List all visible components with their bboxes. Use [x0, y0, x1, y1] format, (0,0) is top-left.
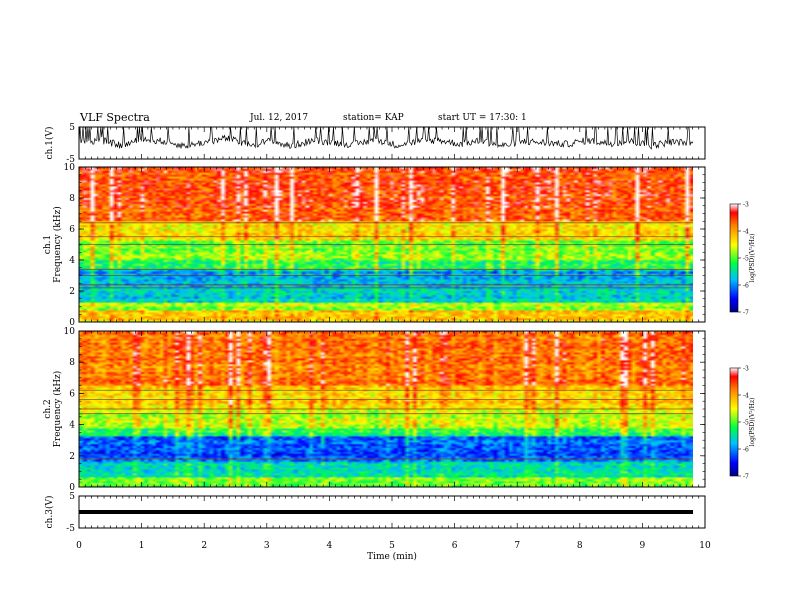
- y-tick-label: 4: [69, 421, 75, 431]
- y-axis-label: Frequency (kHz): [52, 206, 63, 283]
- x-tick-label: 4: [327, 541, 333, 551]
- colorbar-tick-label: -3: [743, 202, 749, 209]
- colorbar-tick-label: -6: [743, 447, 749, 454]
- x-tick-label: 3: [264, 541, 270, 551]
- y-axis-label: ch.2: [43, 399, 53, 418]
- colorbar-tick-label: -4: [743, 229, 749, 236]
- colorbar-tick-label: -3: [743, 366, 749, 373]
- x-tick-label: 8: [577, 541, 583, 551]
- figure-title: VLF Spectra: [80, 111, 150, 124]
- y-tick-label: -5: [66, 155, 75, 165]
- x-tick-label: 1: [139, 541, 145, 551]
- y-tick-label: 0: [69, 483, 75, 493]
- y-tick-label: 2: [69, 452, 75, 462]
- colorbar: [729, 203, 739, 313]
- colorbar-tick-label: -7: [743, 474, 749, 481]
- colorbar-tick-label: -7: [743, 310, 749, 317]
- x-tick-label: 9: [640, 541, 646, 551]
- y-tick-label: 0: [69, 318, 75, 328]
- y-tick-label: 5: [69, 492, 75, 502]
- x-axis-label: Time (min): [367, 551, 417, 562]
- start-time-label: start UT = 17:30: 1: [438, 113, 527, 123]
- y-tick-label: 10: [64, 163, 76, 173]
- y-tick-label: 5: [69, 123, 75, 133]
- x-tick-label: 10: [699, 541, 711, 551]
- y-tick-label: 4: [69, 256, 75, 266]
- colorbar: [729, 367, 739, 477]
- colorbar-tick-label: -4: [743, 393, 749, 400]
- y-tick-label: 2: [69, 287, 75, 297]
- y-tick-label: 8: [69, 358, 75, 368]
- y-tick-label: 10: [64, 327, 76, 337]
- colorbar-tick-label: -5: [743, 256, 749, 263]
- x-tick-label: 2: [201, 541, 207, 551]
- y-tick-label: 8: [69, 194, 75, 204]
- x-tick-label: 6: [452, 541, 458, 551]
- date-label: Jul. 12, 2017: [250, 113, 309, 123]
- y-tick-label: -5: [66, 524, 75, 534]
- colorbar-label: log(PSD)(V²/Hz): [749, 398, 756, 447]
- y-axis-label: ch.1(V): [44, 127, 55, 160]
- x-tick-label: 5: [389, 541, 395, 551]
- y-axis-label: ch.1: [43, 235, 53, 254]
- x-tick-label: 0: [76, 541, 82, 551]
- station-label: station= KAP: [343, 113, 404, 123]
- y-axis-label: Frequency (kHz): [52, 371, 63, 448]
- y-tick-label: 6: [69, 389, 75, 399]
- colorbar-tick-label: -5: [743, 420, 749, 427]
- colorbar-tick-label: -6: [743, 283, 749, 290]
- ch1-waveform-line: [78, 126, 694, 150]
- colorbar-label: log(PSD)(V²/Hz): [749, 234, 756, 283]
- y-axis-label: ch.3(V): [44, 496, 55, 529]
- y-tick-label: 6: [69, 225, 75, 235]
- x-tick-label: 7: [514, 541, 520, 551]
